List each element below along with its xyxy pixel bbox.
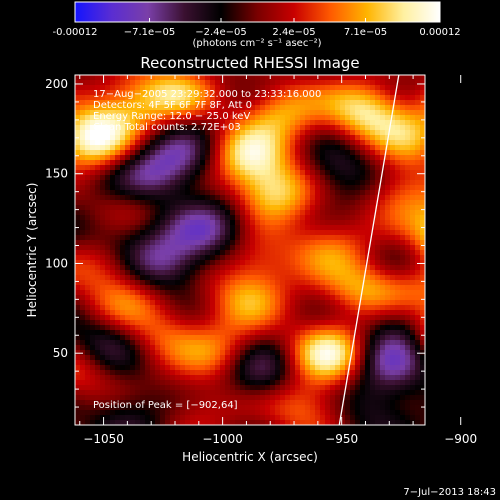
y-axis-label: Heliocentric Y (arcsec) bbox=[25, 183, 39, 318]
chart-title: Reconstructed RHESSI Image bbox=[140, 54, 359, 72]
plot-frame bbox=[74, 74, 426, 426]
annotation-time-range: 17−Aug−2005 23:29:32.000 to 23:33:16.000 bbox=[93, 89, 321, 100]
colorbar bbox=[74, 1, 441, 23]
peak-position-label: Position of Peak = [−902,64] bbox=[93, 400, 238, 411]
y-axis-ticks: 50 100 150 200 bbox=[45, 77, 425, 408]
x-axis-label: Heliocentric X (arcsec) bbox=[182, 450, 318, 464]
annotation-energy-range: Energy Range: 12.0 − 25.0 keV bbox=[93, 111, 250, 122]
y-tick-label: 100 bbox=[45, 256, 68, 270]
heatmap-image bbox=[75, 75, 425, 425]
x-tick-label: −950 bbox=[325, 432, 358, 446]
colorbar-tick-label: 2.4e−05 bbox=[272, 27, 315, 38]
colorbar-tick-label: 0.00012 bbox=[419, 27, 460, 38]
y-tick-label: 150 bbox=[45, 167, 68, 181]
annotation-total-counts: Clean Total counts: 2.72E+03 bbox=[93, 122, 241, 133]
x-tick-label: −1000 bbox=[202, 432, 243, 446]
x-axis-ticks: −1050 −1000 −950 −900 bbox=[79, 75, 477, 446]
y-tick-label: 50 bbox=[53, 346, 68, 360]
colorbar-tick-label: −2.4e−05 bbox=[195, 27, 247, 38]
annotation-detectors: Detectors: 4F 5F 6F 7F 8F, Att 0 bbox=[93, 100, 252, 111]
colorbar-tick-label: -0.00012 bbox=[53, 27, 98, 38]
solar-limb-line bbox=[338, 75, 400, 425]
y-tick-label: 200 bbox=[45, 77, 68, 91]
plot-area bbox=[75, 75, 425, 425]
colorbar-tick-label: 7.1e−05 bbox=[344, 27, 387, 38]
colorbar-unit-label: (photons cm⁻² s⁻¹ asec⁻²) bbox=[192, 38, 321, 49]
colorbar-ticks: -0.00012 −7.1e−05 −2.4e−05 2.4e−05 7.1e−05 0.… bbox=[53, 18, 461, 38]
x-tick-label: −900 bbox=[444, 432, 477, 446]
colorbar-tick-label: −7.1e−05 bbox=[124, 27, 176, 38]
footer-timestamp: 7−Jul−2013 18:43 bbox=[403, 487, 496, 498]
x-tick-label: −1050 bbox=[83, 432, 124, 446]
